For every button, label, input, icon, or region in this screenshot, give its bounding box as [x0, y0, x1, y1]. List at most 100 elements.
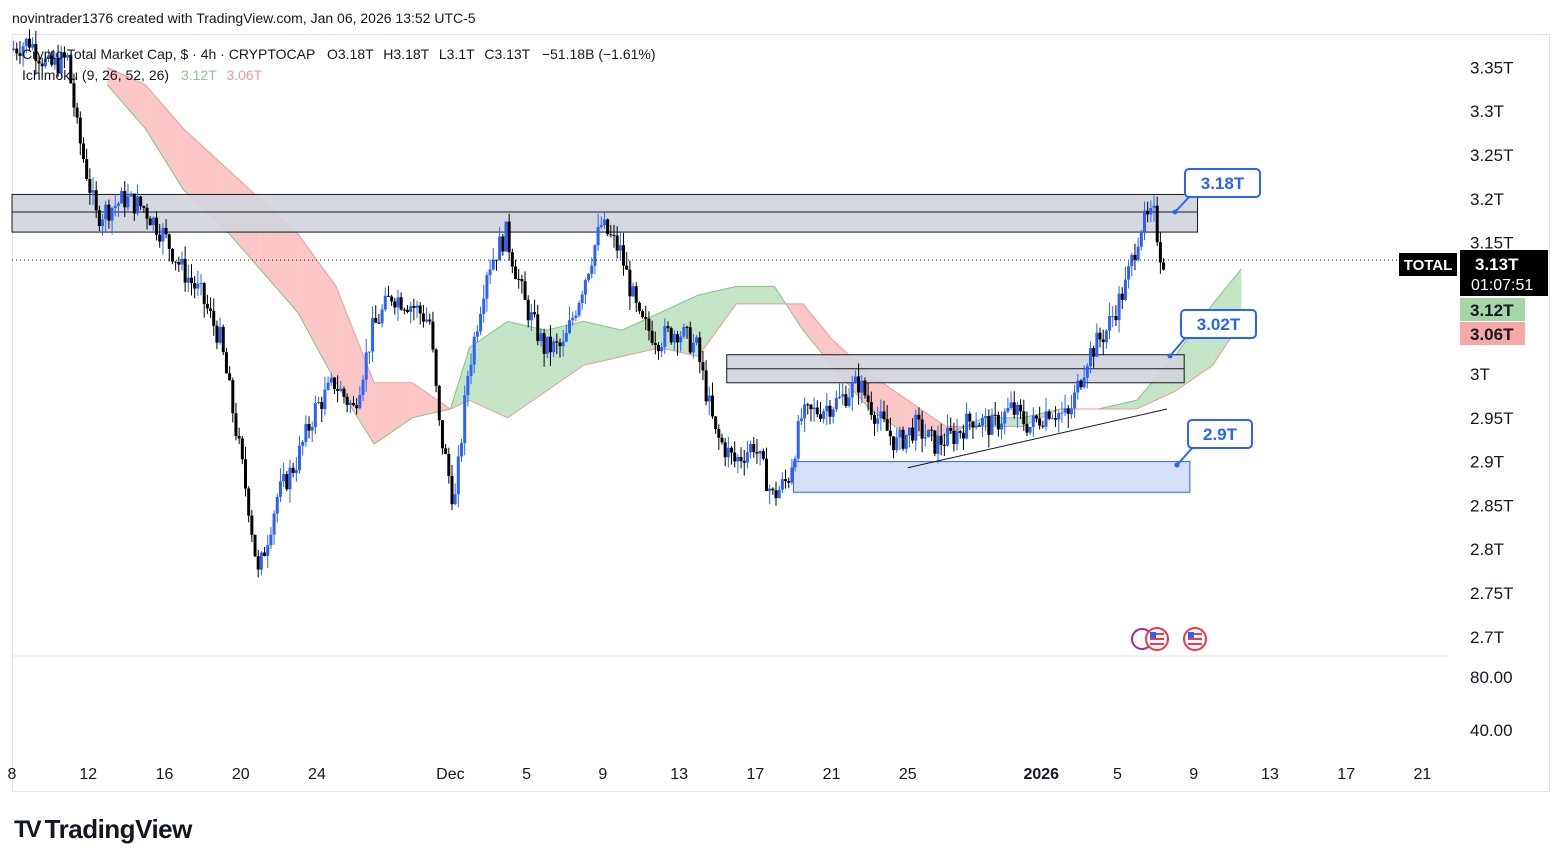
candle-down [421, 313, 425, 322]
candle-down [355, 405, 359, 409]
y-tick-label: 2.7T [1470, 628, 1504, 647]
chart-credit: novintrader1376 created with TradingView… [12, 10, 476, 26]
x-tick-label: 13 [1261, 766, 1279, 783]
candle-down [224, 352, 228, 374]
candle-down [437, 385, 441, 421]
legend-change: −51.18B (−1.61%) [542, 46, 656, 62]
cloud-segment [297, 233, 337, 383]
candle-up [1028, 426, 1032, 433]
candle-down [669, 328, 673, 343]
candle-down [723, 442, 727, 458]
candle-down [307, 423, 311, 431]
x-tick-label: 17 [1337, 766, 1355, 783]
y-tick-label: 3T [1470, 365, 1490, 384]
x-tick-label: 17 [746, 766, 764, 783]
candle-down [170, 248, 174, 262]
candle-down [869, 402, 873, 415]
candle-down [872, 414, 876, 424]
candle-down [440, 420, 444, 449]
overlay-layer: 3.18T 3.02T 2.9T [12, 168, 1399, 469]
candle-down [221, 326, 225, 353]
candle-up [593, 245, 597, 266]
legend-indicator[interactable]: Ichimoku (9, 26, 52, 26) [22, 67, 169, 83]
candle-up [850, 382, 854, 398]
candle-down [625, 265, 629, 270]
candle-down [714, 416, 718, 430]
us-flag-event-icon-2[interactable] [1183, 627, 1207, 651]
candle-down [1092, 348, 1096, 357]
candle-down [37, 60, 41, 64]
candle-up [1060, 412, 1064, 414]
candle-up [301, 441, 305, 446]
candle-down [968, 413, 972, 422]
candles-layer [12, 29, 1166, 578]
candle-up [113, 205, 117, 209]
candle-up [777, 489, 781, 499]
candle-down [202, 283, 206, 304]
candle-down [644, 317, 648, 319]
candle-down [720, 437, 724, 443]
candle-down [320, 401, 324, 410]
candle-down [755, 452, 759, 454]
y-tick-label: 3.35T [1470, 58, 1513, 77]
legend-h-label: H [383, 46, 393, 62]
candle-up [1139, 231, 1143, 247]
candle-up [466, 376, 470, 396]
candle-up [120, 191, 124, 204]
us-flag-event-icon[interactable] [1131, 627, 1169, 651]
candle-up [460, 443, 464, 457]
candle-down [1022, 411, 1026, 425]
candle-up [812, 407, 816, 410]
callout-3-18t-box [1184, 168, 1261, 198]
candle-up [161, 227, 165, 242]
candle-up [317, 401, 321, 404]
cloud-segment [736, 286, 775, 304]
candle-up [1057, 413, 1061, 420]
candle-up [278, 481, 282, 497]
candle-down [1133, 254, 1137, 260]
candle-down [336, 389, 340, 391]
candle-up [691, 342, 695, 353]
candle-down [1114, 316, 1118, 321]
candle-down [18, 53, 22, 56]
candle-down [977, 425, 981, 427]
candle-down [256, 556, 260, 570]
callout-3-02t-anchor [1167, 353, 1173, 359]
candle-up [371, 318, 375, 352]
candle-up [946, 427, 950, 446]
candle-down [1158, 242, 1162, 263]
candle-up [272, 513, 276, 535]
x-tick-label: 2026 [1023, 766, 1059, 783]
candle-down [958, 431, 962, 433]
candle-up [898, 429, 902, 438]
candle-down [1066, 408, 1070, 415]
candle-up [602, 219, 606, 226]
candle-down [75, 107, 79, 118]
candle-down [710, 395, 714, 417]
candle-down [1038, 418, 1042, 426]
cloud-segment [869, 374, 908, 436]
candle-up [1095, 332, 1099, 357]
span-a-badge: 3.12T [1460, 298, 1525, 321]
candle-down [412, 306, 416, 308]
candle-down [94, 190, 98, 211]
candle-down [857, 376, 861, 393]
candle-down [685, 326, 689, 328]
candle-down [158, 234, 162, 242]
candle-up [561, 341, 565, 347]
candle-up [803, 404, 807, 419]
candle-up [380, 309, 384, 324]
candle-up [1130, 254, 1134, 267]
candle-down [520, 278, 524, 282]
span-a-line [106, 84, 1242, 445]
candle-down [507, 221, 511, 253]
candle-up [539, 333, 543, 342]
candle-down [615, 235, 619, 251]
candle-down [641, 311, 645, 318]
candle-down [374, 318, 378, 323]
candle-up [329, 377, 333, 383]
legend-c-label: C [484, 46, 494, 62]
candle-up [135, 196, 139, 214]
tradingview-brand[interactable]: TV TradingView [14, 814, 192, 845]
